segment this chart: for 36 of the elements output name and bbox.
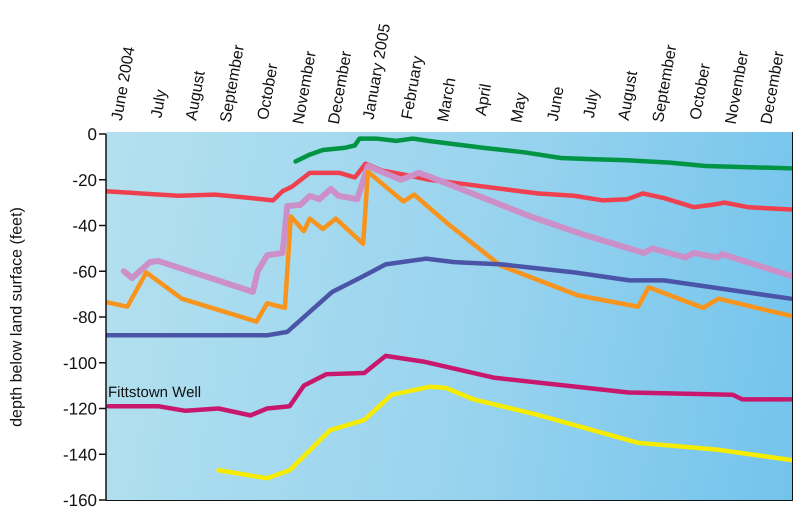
x-tick-label: July	[148, 88, 170, 120]
y-tick-label: -60	[72, 262, 97, 282]
y-tick-label: -40	[72, 216, 97, 236]
y-tick-label: -20	[72, 170, 97, 190]
line-series	[293, 136, 792, 171]
x-tick-label: October	[687, 62, 714, 122]
line-series	[106, 354, 792, 418]
x-tick-label: December	[758, 49, 788, 126]
y-tick-label: 0	[88, 125, 97, 144]
x-tick-label: May	[508, 92, 530, 124]
y-tick-label: -120	[62, 400, 97, 419]
x-tick-label: April	[472, 82, 496, 118]
x-tick-label: June 2004	[108, 45, 139, 122]
x-tick-label: August	[616, 69, 642, 122]
line-series	[106, 256, 792, 338]
y-tick-label: -80	[72, 308, 97, 328]
x-tick-label: October	[255, 62, 282, 122]
x-tick-label: February	[398, 54, 427, 121]
line-series	[106, 161, 792, 212]
x-tick-label: March	[434, 76, 460, 124]
x-tick-label: July	[580, 88, 603, 120]
y-axis-title: depth below land surface (feet)	[8, 207, 26, 427]
line-series	[216, 384, 792, 481]
annotation: Fittstown Well	[108, 384, 202, 402]
x-tick-label: November	[290, 49, 320, 126]
y-tick-label: -160	[62, 491, 97, 510]
x-tick-label: June	[544, 85, 568, 122]
x-tick-label: September	[218, 42, 248, 124]
x-tick-label: August	[183, 69, 209, 122]
x-tick-label: January 2005	[360, 22, 394, 121]
x-tick-label: November	[722, 49, 752, 126]
y-tick-label: -140	[62, 445, 97, 464]
x-tick-label: December	[326, 49, 356, 126]
line-series	[106, 169, 792, 324]
x-tick-label: September	[650, 42, 681, 124]
y-tick-label: -100	[62, 354, 97, 373]
